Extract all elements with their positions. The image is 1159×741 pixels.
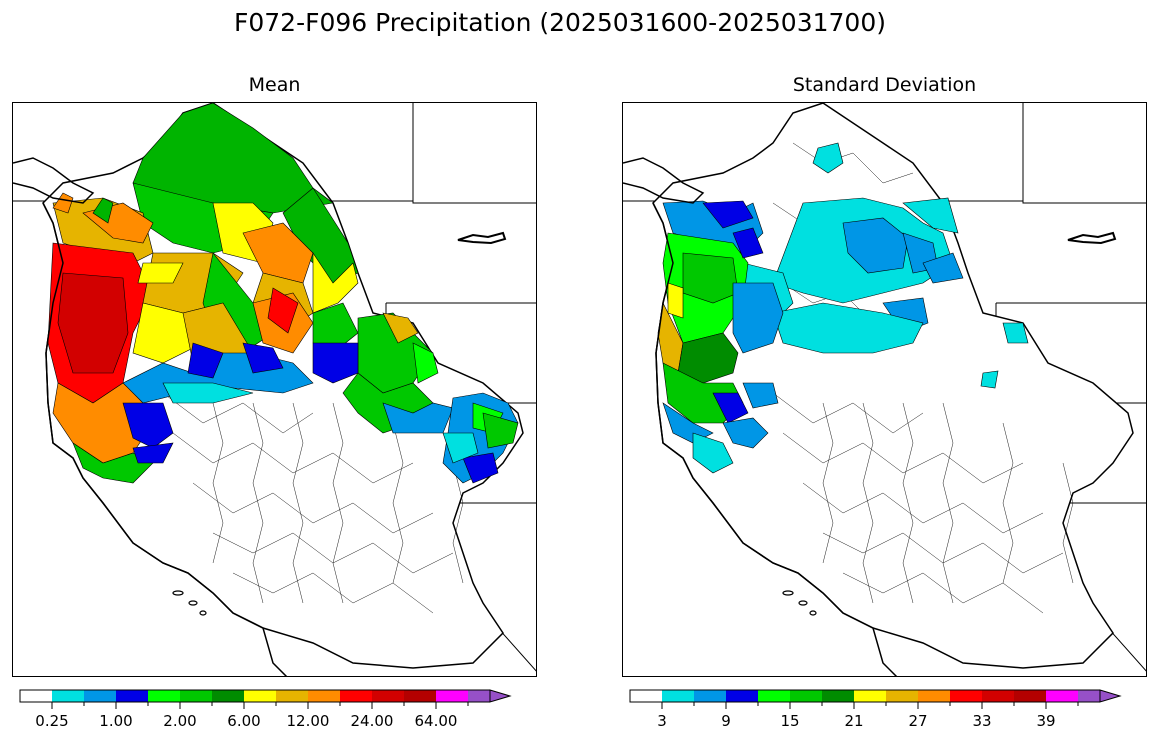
island-outline [13,157,95,204]
colorbar-tick-label: 0.25 [35,712,68,730]
colorbar-swatch [308,690,340,702]
colorbar-swatch [52,690,84,702]
colorbar-swatch [1046,690,1078,702]
colorbar-swatch [436,690,468,702]
colorbar-swatch [148,690,180,702]
colorbar-swatch [662,690,694,702]
mean-colorbar: 0.25 1.00 2.00 6.00 12.00 24.00 64.00 [19,688,540,730]
colorbar-swatch [758,690,790,702]
colorbar-tick-label: 15 [780,712,799,730]
colorbar-swatch [854,690,886,702]
colorbar-tick-label: 39 [1036,712,1055,730]
colorbar-swatch [694,690,726,702]
colorbar-swatch [340,690,372,702]
colorbar-tick-label: 33 [972,712,991,730]
colorbar-tick-label: 2.00 [163,712,196,730]
colorbar-outline [19,689,490,703]
colorbar-tick-label: 12.00 [287,712,330,730]
colorbar-tick-label: 21 [844,712,863,730]
colorbar-swatch [212,690,244,702]
colorbar-swatch [84,690,116,702]
colorbar-swatch [822,690,854,702]
stdev-panel-title: Standard Deviation [792,74,977,96]
colorbar-swatch [886,690,918,702]
colorbar-swatch [372,690,404,702]
mean-map[interactable] [12,102,537,677]
colorbar-swatch [982,690,1014,702]
colorbar-swatch [630,690,662,702]
mean-colorbar-canvas: 0.25 1.00 2.00 6.00 12.00 24.00 64.00 [19,689,512,730]
coastline [652,202,898,676]
colorbar-swatch [1078,690,1100,702]
colorbar-swatch [116,690,148,702]
colorbar-swatch [950,690,982,702]
colorbar-tick-label: 64.00 [415,712,458,730]
stdev-fill [657,142,1029,474]
mean-map-canvas [13,103,536,676]
colorbar-swatch [180,690,212,702]
channel-islands [172,590,207,616]
precip-fill [47,103,519,484]
stdev-colorbar: 3 9 15 21 27 33 39 [629,688,1150,730]
colorbar-swatch [726,690,758,702]
colorbar-swatch [276,690,308,702]
colorbar-swatch [244,690,276,702]
colorbar-tick-label: 24.00 [351,712,394,730]
colorbar-extend-arrow [1099,689,1122,703]
colorbar-tick-label: 3 [657,712,667,730]
colorbar-outline [629,689,1100,703]
stdev-map[interactable] [622,102,1147,677]
basin-lines [162,392,464,614]
colorbar-extend-arrow [489,689,512,703]
stdev-map-canvas [623,103,1146,676]
island-outline [623,157,705,204]
mean-panel-title: Mean [248,74,301,96]
colorbar-swatch [1014,690,1046,702]
colorbar-swatch [918,690,950,702]
figure-title: F072-F096 Precipitation (2025031600-2025… [233,8,886,37]
colorbar-tick-label: 1.00 [99,712,132,730]
colorbar-swatch [468,690,490,702]
colorbar-swatch [404,690,436,702]
channel-islands [782,590,817,616]
coastline [42,202,288,676]
colorbar-tick-label: 9 [721,712,731,730]
colorbar-tick-label: 27 [908,712,927,730]
stdev-colorbar-canvas: 3 9 15 21 27 33 39 [629,689,1122,730]
colorbar-tick-label: 6.00 [227,712,260,730]
colorbar-swatch [20,690,52,702]
colorbar-swatch [790,690,822,702]
